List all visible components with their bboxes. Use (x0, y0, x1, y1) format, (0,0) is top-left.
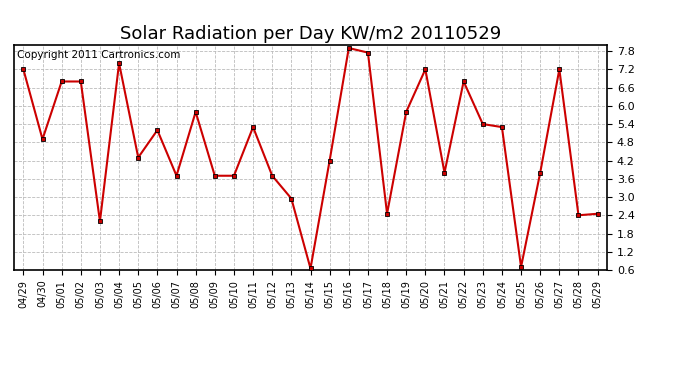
Title: Solar Radiation per Day KW/m2 20110529: Solar Radiation per Day KW/m2 20110529 (120, 26, 501, 44)
Text: Copyright 2011 Cartronics.com: Copyright 2011 Cartronics.com (17, 50, 180, 60)
